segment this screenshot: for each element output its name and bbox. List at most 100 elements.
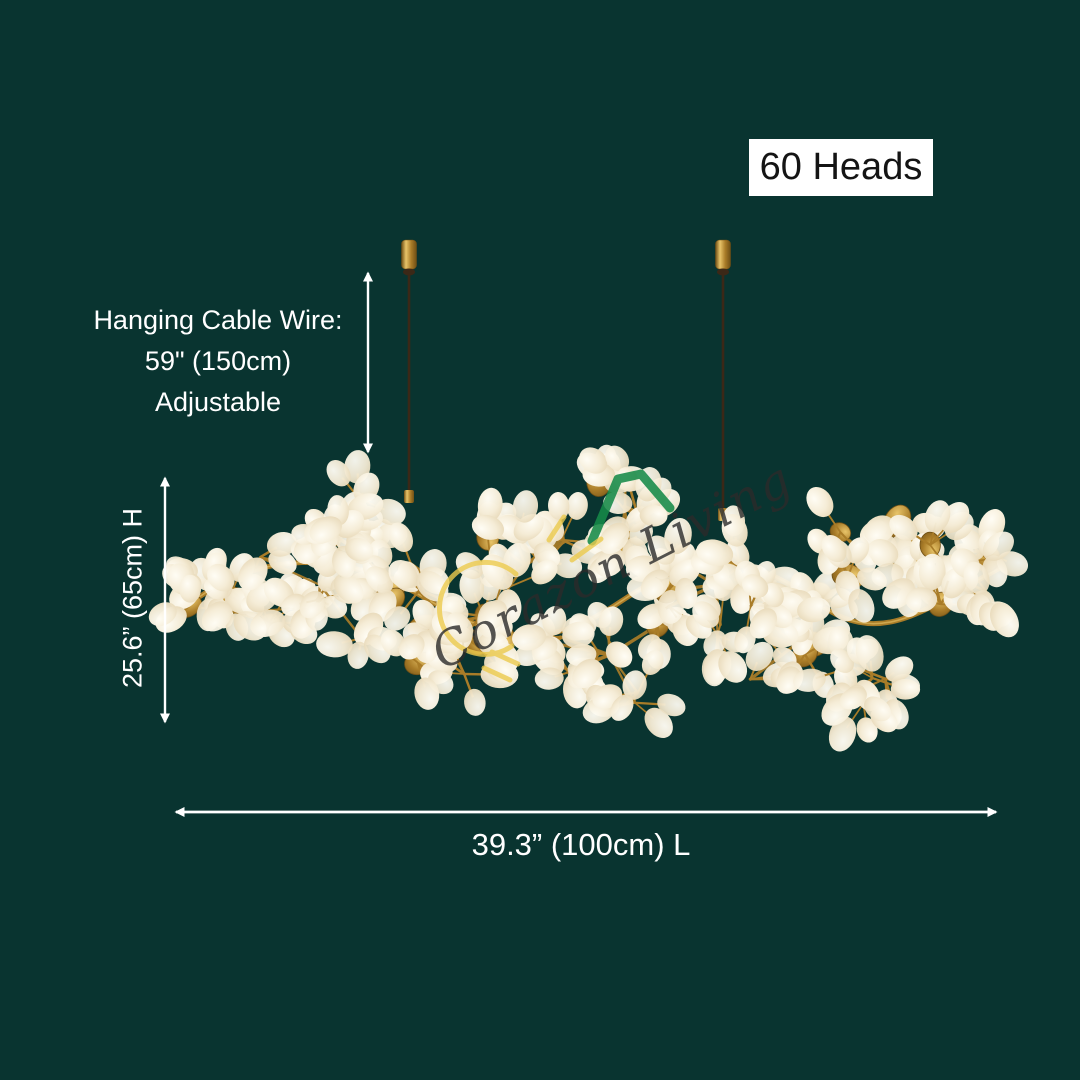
bulb [745,641,774,671]
bulb [644,707,673,739]
bulb [412,599,438,630]
bulb [726,539,750,567]
bulb [595,548,626,577]
bulb [471,514,505,540]
cable-label-line1: Hanging Cable Wire: [93,305,343,335]
bulb-cluster [291,450,406,578]
bulb [622,670,647,700]
bulb [414,677,440,710]
bulb [846,537,870,564]
bulb [605,641,633,668]
bulb [266,531,297,557]
bulb [388,522,414,553]
dimension-arrows [160,271,998,817]
bulb [316,631,353,658]
ceiling-canopy-right [715,239,731,270]
bulb [326,460,351,487]
bulb [512,624,547,651]
bulb [388,559,418,589]
bulb-cluster [734,560,858,698]
bulb [856,717,878,743]
bulb [477,487,503,522]
bulb [179,574,202,603]
bulb [344,537,374,562]
cable-length-label: Hanging Cable Wire: 59" (150cm) Adjustab… [85,300,351,423]
bulb [864,515,896,544]
bulb [806,486,834,518]
bulb [238,557,268,591]
bulb [982,531,1014,561]
bulb [839,686,867,710]
bulb [333,573,364,604]
cable-connector-left [404,490,414,503]
bulb [384,606,411,631]
bulb [749,608,778,639]
bulb [268,550,297,575]
bulb-cluster [793,626,921,752]
bulb [918,553,946,590]
watermark-house-icon [587,469,675,546]
bulb [599,522,630,554]
bulb [534,667,564,690]
bulb [990,602,1019,638]
bulb [548,492,570,520]
bulb [718,651,748,683]
bulb [464,688,486,716]
bulb [885,656,914,682]
cable-label-line2: 59" (150cm) [144,346,292,376]
bulb [207,563,235,592]
bulb [542,605,567,636]
bulb [889,514,918,541]
bulb [830,648,854,673]
bulb [347,641,369,669]
bulb [610,694,634,721]
bulb [734,626,756,654]
canopy-knob-left [403,268,415,276]
bulb [299,590,326,619]
bulb [742,574,769,598]
hanging-cables [401,239,731,521]
bulb [776,666,802,694]
bulb [924,500,951,533]
bulb [640,569,670,600]
bulb [692,601,720,628]
bulb [696,539,734,567]
bulb [828,716,857,752]
height-dimension-label: 25.6” (65cm) H [117,507,148,689]
bulb [478,600,508,631]
bulb [572,658,602,689]
canopy-knob-right [717,268,729,276]
bulb [365,566,394,594]
bulb [797,597,831,623]
bulb [639,504,668,527]
bulb [963,561,990,595]
bulb [647,535,675,565]
bulb [579,447,608,474]
heads-count-badge: 60 Heads [749,139,933,196]
length-dimension-label: 39.3” (100cm) L [471,827,691,862]
bulb [566,492,588,520]
bulb-cluster [889,500,1029,638]
ceiling-canopy-left [401,239,417,270]
bulb [201,601,232,632]
bulb-cluster [512,582,696,739]
watermark-bulb-icon [436,514,604,683]
bulb [309,516,343,543]
bulb [605,445,630,472]
bulb [855,635,884,672]
bulb [531,559,558,585]
bulb [848,588,875,623]
bulb [598,606,624,636]
heads-count-label: 60 Heads [759,146,923,188]
bulb [398,634,425,660]
bulb [446,612,474,643]
cable-label-line3: Adjustable [154,387,282,417]
bulb [641,650,664,675]
bulb [562,621,595,649]
bulb [905,587,938,613]
bulb [890,679,921,700]
bulb [674,577,698,609]
bulb [250,609,286,637]
